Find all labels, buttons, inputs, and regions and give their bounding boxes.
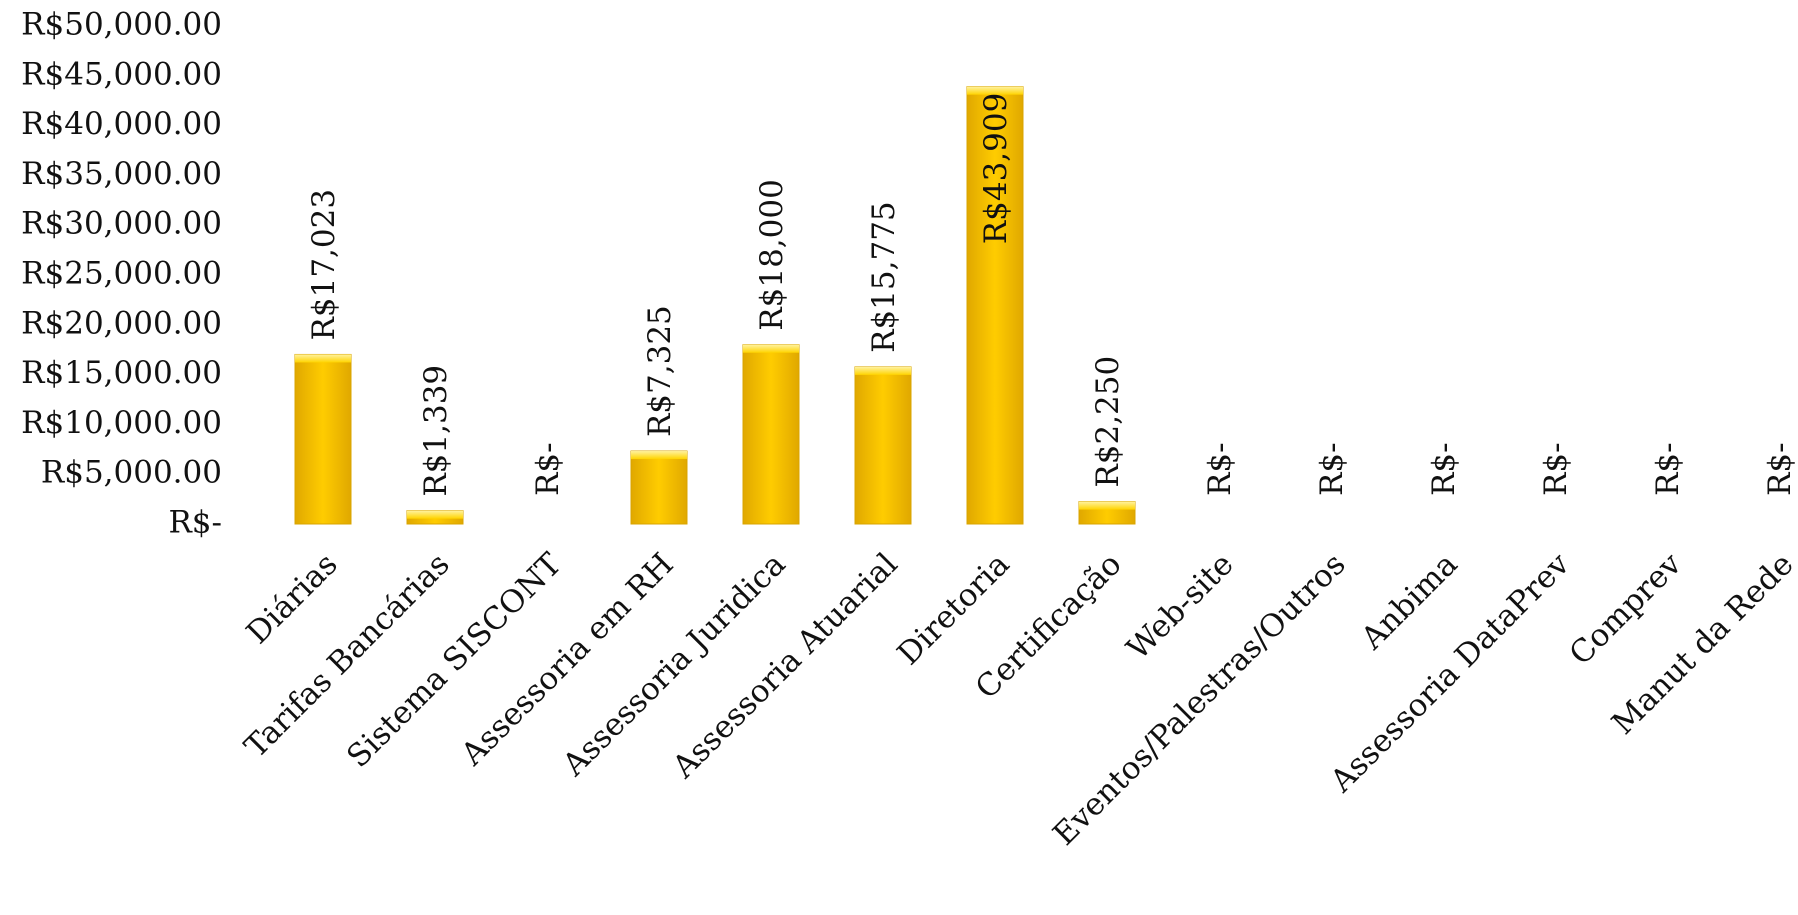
x-category-label: Anbima <box>1354 546 1465 657</box>
bar <box>742 344 800 525</box>
x-category-label: Web-site <box>1120 546 1241 667</box>
data-label: R$- <box>1650 442 1686 496</box>
data-label: R$43,909 <box>978 93 1014 245</box>
x-category-label: Assessoria Atuarial <box>665 546 905 786</box>
y-tick-label: R$10,000.00 <box>21 405 222 441</box>
data-label: R$- <box>1538 442 1574 496</box>
data-label: R$- <box>1762 442 1798 496</box>
y-tick-label: R$- <box>168 505 222 541</box>
x-category-label: Tarifas Bancárias <box>238 546 457 765</box>
data-label: R$7,325 <box>642 305 678 437</box>
data-label: R$1,339 <box>418 365 454 497</box>
y-tick-label: R$35,000.00 <box>21 156 222 192</box>
x-category-label: Diárias <box>240 546 345 651</box>
y-tick-label: R$40,000.00 <box>21 106 222 142</box>
bar <box>854 366 912 525</box>
bar-highlight <box>855 366 911 375</box>
bar-highlight <box>1079 501 1135 510</box>
y-tick-label: R$45,000.00 <box>21 56 222 92</box>
bars <box>294 86 1136 525</box>
y-tick-label: R$30,000.00 <box>21 206 222 242</box>
data-label: R$- <box>530 442 566 496</box>
bar <box>630 450 688 525</box>
y-axis: R$- R$5,000.00 R$10,000.00 R$15,000.00 R$20,… <box>21 7 222 541</box>
data-label: R$18,000 <box>754 179 790 331</box>
data-label: R$2,250 <box>1090 356 1126 488</box>
data-label: R$- <box>1314 442 1350 496</box>
bar-highlight <box>295 354 351 363</box>
data-label: R$- <box>1202 442 1238 496</box>
y-tick-label: R$50,000.00 <box>21 7 222 43</box>
data-label: R$- <box>1426 442 1462 496</box>
x-category-label: Assessoria Juridica <box>555 546 792 783</box>
data-label: R$15,775 <box>866 201 902 353</box>
bar <box>294 353 352 525</box>
bar-highlight <box>967 86 1023 95</box>
bar <box>966 86 1024 525</box>
y-tick-label: R$25,000.00 <box>21 256 222 292</box>
y-tick-label: R$20,000.00 <box>21 305 222 341</box>
x-category-label: Sistema SISCONT <box>340 546 569 775</box>
data-labels: R$17,023 R$1,339 R$- R$7,325 R$18,000 R$15,77… <box>306 93 1798 497</box>
data-label: R$17,023 <box>306 189 342 341</box>
bar-highlight <box>631 451 687 460</box>
bar-highlight <box>743 344 799 353</box>
y-tick-label: R$15,000.00 <box>21 355 222 391</box>
bar-highlight <box>407 510 463 519</box>
x-category-label: Assessoria em RH <box>454 546 681 773</box>
y-tick-label: R$5,000.00 <box>41 455 222 491</box>
